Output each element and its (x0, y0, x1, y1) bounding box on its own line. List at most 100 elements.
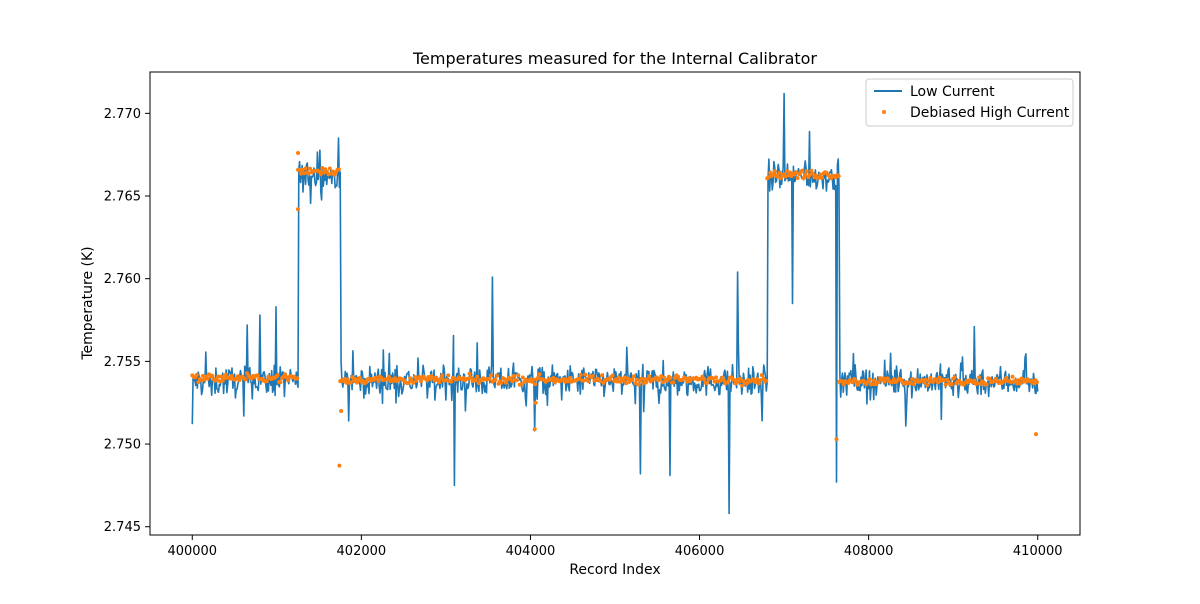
y-tick-label: 2.765 (104, 190, 141, 205)
debiased-high-current-point (834, 437, 839, 442)
debiased-high-current-point (342, 376, 347, 381)
debiased-high-current-point (804, 169, 809, 174)
debiased-high-current-point (519, 382, 524, 387)
legend: Low Current Debiased High Current (865, 78, 1074, 127)
debiased-high-current-point (493, 377, 498, 382)
debiased-high-current-point (533, 382, 537, 387)
legend-low-current-label: Low Current (910, 84, 995, 100)
debiased-high-current-point (296, 151, 300, 155)
debiased-high-current-point (876, 380, 881, 385)
debiased-high-current-point (756, 381, 761, 386)
debiased-high-current-point (321, 170, 326, 175)
debiased-high-current-point (511, 374, 516, 378)
debiased-high-current-point (615, 379, 620, 384)
debiased-high-current-point (348, 380, 353, 385)
debiased-high-current-point (440, 373, 445, 378)
debiased-high-current-point (807, 172, 812, 177)
debiased-high-current-point (320, 166, 325, 170)
debiased-high-current-point (952, 375, 957, 380)
debiased-high-current-point (327, 166, 332, 171)
debiased-high-current-point (872, 378, 876, 383)
debiased-high-current-point (601, 380, 606, 385)
debiased-high-current-point (654, 375, 659, 380)
debiased-high-current-point (636, 382, 641, 387)
debiased-high-current-point (818, 172, 823, 177)
debiased-high-current-point (836, 174, 841, 179)
y-axis-label: Temperature (K) (80, 246, 96, 360)
x-axis-label: Record Index (569, 562, 660, 578)
debiased-high-current-point (665, 378, 670, 382)
debiased-high-current-point (1004, 375, 1009, 380)
debiased-high-current-point (726, 379, 731, 384)
debiased-high-current-point (344, 380, 349, 385)
debiased-high-current-point (984, 382, 989, 387)
debiased-high-current-point (275, 373, 280, 378)
debiased-high-current-point (712, 379, 717, 384)
debiased-high-current-point (264, 379, 269, 384)
debiased-high-current-point (942, 378, 947, 383)
debiased-high-current-point (775, 174, 780, 179)
debiased-high-current-point (809, 168, 814, 173)
debiased-high-current-point (622, 375, 627, 380)
debiased-high-current-point (476, 381, 481, 386)
debiased-high-current-point (504, 380, 509, 385)
debiased-high-current-point (816, 175, 821, 180)
debiased-high-current-point (295, 376, 300, 381)
debiased-high-current-point (795, 176, 800, 180)
debiased-high-current-point (758, 378, 763, 383)
debiased-high-current-point (286, 378, 291, 383)
debiased-high-current-point (645, 377, 650, 382)
x-axis: 400000 402000 404000 406000 408000 410000 (167, 535, 1063, 559)
debiased-high-current-point (625, 376, 630, 381)
legend-debiased-high-current-label: Debiased High Current (910, 105, 1070, 121)
debiased-high-current-point (350, 375, 355, 380)
debiased-high-current-point (412, 375, 417, 379)
debiased-high-current-point (785, 169, 789, 174)
debiased-high-current-point (411, 380, 416, 385)
debiased-high-current-point (278, 380, 283, 385)
debiased-high-current-point (297, 167, 302, 172)
debiased-high-current-point (202, 377, 207, 382)
debiased-high-current-point (393, 376, 397, 381)
debiased-high-current-point (502, 377, 507, 382)
debiased-high-current-point (437, 380, 442, 385)
debiased-high-current-point (911, 382, 916, 387)
debiased-high-current-point (583, 372, 588, 377)
debiased-high-current-point (642, 377, 647, 382)
plot-area (190, 92, 1039, 515)
debiased-high-current-point (337, 463, 342, 468)
debiased-high-current-point (537, 372, 542, 377)
debiased-high-current-point (766, 175, 771, 180)
debiased-high-current-point (925, 383, 930, 388)
debiased-high-current-point (949, 382, 954, 387)
debiased-high-current-point (800, 168, 805, 173)
debiased-high-current-point (475, 374, 480, 379)
debiased-high-current-point (936, 380, 940, 385)
y-tick-label: 2.760 (104, 272, 141, 287)
debiased-high-current-point (235, 374, 240, 379)
debiased-high-current-point (621, 378, 626, 383)
debiased-high-current-point (532, 427, 537, 432)
debiased-high-current-point (867, 377, 872, 382)
debiased-high-current-point (683, 376, 688, 381)
debiased-high-current-point (425, 378, 429, 383)
debiased-high-current-point (733, 381, 738, 386)
debiased-high-current-point (659, 374, 664, 379)
y-axis: 2.745 2.750 2.755 2.760 2.765 2.770 (104, 107, 150, 535)
debiased-high-current-point (943, 382, 948, 387)
debiased-high-current-point (908, 381, 913, 386)
debiased-high-current-point (467, 371, 472, 376)
debiased-high-current-point (196, 380, 201, 385)
debiased-high-current-point (788, 170, 792, 175)
debiased-high-current-point (870, 382, 875, 387)
debiased-high-current-point (714, 375, 719, 380)
debiased-high-current-point (577, 376, 582, 381)
debiased-high-current-point (255, 373, 260, 378)
debiased-high-current-point (536, 375, 541, 380)
debiased-high-current-point (296, 207, 300, 212)
debiased-high-current-point (200, 373, 205, 378)
debiased-high-current-point (676, 374, 681, 379)
debiased-high-current-point (600, 373, 604, 378)
